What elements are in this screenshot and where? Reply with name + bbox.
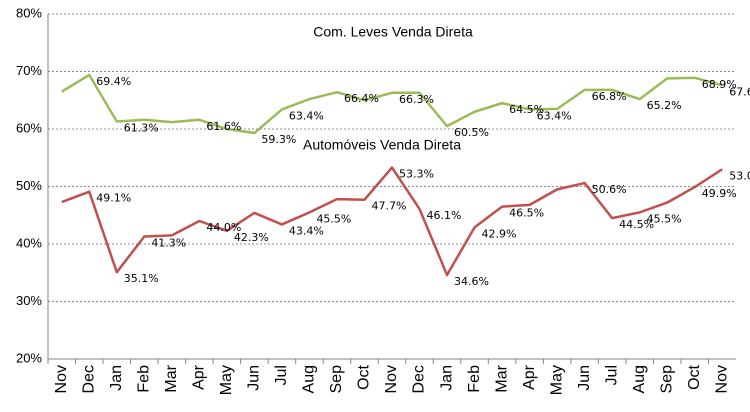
x-tick-label: Sep bbox=[658, 365, 675, 394]
data-label: 66.3% bbox=[399, 93, 434, 106]
data-label: 50.6% bbox=[592, 183, 627, 196]
y-tick-label: 50% bbox=[16, 178, 42, 193]
y-tick-label: 80% bbox=[16, 5, 42, 20]
data-label: 41.3% bbox=[151, 237, 186, 250]
x-tick-label: Jan bbox=[438, 365, 455, 391]
data-label: 44.5% bbox=[619, 218, 654, 231]
data-label: 45.5% bbox=[647, 212, 682, 225]
x-tick-label: May bbox=[218, 365, 235, 395]
y-tick-label: 40% bbox=[16, 235, 42, 250]
x-tick-label: Jan bbox=[108, 365, 125, 391]
series-line bbox=[61, 73, 723, 135]
y-tick-label: 20% bbox=[16, 350, 42, 365]
x-tick-label: Oct bbox=[686, 364, 703, 389]
x-tick-label: May bbox=[548, 365, 565, 395]
data-label: 46.1% bbox=[427, 209, 462, 222]
data-label: 68.9% bbox=[702, 78, 737, 91]
data-label: 61.6% bbox=[206, 120, 241, 133]
data-label: 66.4% bbox=[344, 92, 379, 105]
x-tick-label: Apr bbox=[521, 364, 538, 390]
data-label: 46.5% bbox=[509, 207, 544, 220]
data-label: 34.6% bbox=[454, 275, 489, 288]
data-label: 67.6% bbox=[729, 85, 750, 98]
x-tick-label: Aug bbox=[301, 365, 318, 393]
x-tick-label: Feb bbox=[136, 365, 153, 393]
series-line bbox=[61, 166, 723, 277]
data-label: 53.0% bbox=[729, 169, 750, 182]
x-tick-label: Aug bbox=[631, 365, 648, 393]
data-label: 60.5% bbox=[454, 126, 489, 139]
x-tick-label: Nov bbox=[713, 365, 730, 393]
x-tick-label: Mar bbox=[163, 364, 180, 392]
x-tick-label: Nov bbox=[53, 365, 70, 393]
series-title: Com. Leves Venda Direta bbox=[313, 24, 473, 40]
x-tick-label: Oct bbox=[356, 364, 373, 389]
data-label: 43.4% bbox=[289, 224, 324, 237]
data-label: 47.7% bbox=[371, 200, 406, 213]
x-tick-label: Jul bbox=[603, 365, 620, 385]
data-label: 61.3% bbox=[124, 122, 159, 135]
x-tick-label: Nov bbox=[383, 365, 400, 393]
x-tick-label: Jun bbox=[576, 365, 593, 391]
x-tick-label: Dec bbox=[411, 365, 428, 393]
x-tick-label: Sep bbox=[328, 365, 345, 394]
y-tick-label: 70% bbox=[16, 63, 42, 78]
data-label: 35.1% bbox=[124, 272, 159, 285]
y-tick-label: 30% bbox=[16, 293, 42, 308]
data-label: 44.0% bbox=[206, 221, 241, 234]
data-label: 63.4% bbox=[289, 109, 324, 122]
data-label: 63.4% bbox=[537, 109, 572, 122]
y-tick-label: 60% bbox=[16, 120, 42, 135]
x-tick-label: Mar bbox=[493, 364, 510, 392]
data-label: 65.2% bbox=[647, 99, 682, 112]
data-label: 69.4% bbox=[96, 75, 131, 88]
x-tick-label: Jun bbox=[246, 365, 263, 391]
data-label: 42.3% bbox=[234, 231, 269, 244]
data-label: 66.8% bbox=[592, 90, 627, 103]
data-label: 49.9% bbox=[702, 187, 737, 200]
data-label: 59.3% bbox=[261, 133, 296, 146]
data-label: 49.1% bbox=[96, 192, 131, 205]
x-tick-label: Jul bbox=[273, 365, 290, 385]
x-tick-label: Dec bbox=[80, 365, 97, 393]
data-label: 64.5% bbox=[509, 103, 544, 116]
x-tick-label: Apr bbox=[191, 364, 208, 390]
data-label: 45.5% bbox=[316, 212, 351, 225]
data-label: 53.3% bbox=[399, 168, 434, 181]
data-label: 42.9% bbox=[482, 227, 517, 240]
x-tick-label: Feb bbox=[466, 365, 483, 393]
series-title: Automóveis Venda Direta bbox=[303, 137, 461, 153]
